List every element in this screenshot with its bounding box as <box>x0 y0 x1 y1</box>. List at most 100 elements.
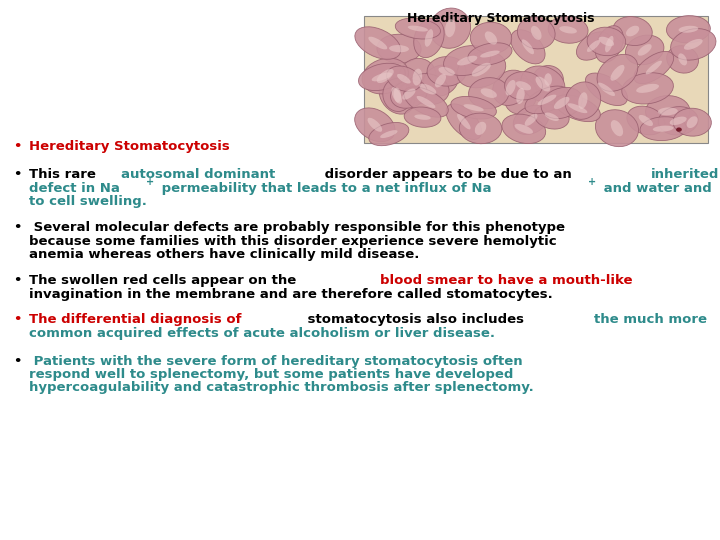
Ellipse shape <box>516 88 525 104</box>
Text: •: • <box>13 168 22 181</box>
Text: This rare: This rare <box>29 168 100 181</box>
Text: disorder appears to be due to an: disorder appears to be due to an <box>320 168 577 181</box>
Ellipse shape <box>480 51 500 58</box>
Ellipse shape <box>404 107 441 127</box>
Ellipse shape <box>667 16 711 43</box>
Ellipse shape <box>538 94 557 105</box>
Ellipse shape <box>407 73 449 105</box>
Ellipse shape <box>587 40 600 52</box>
Text: +: + <box>146 177 154 187</box>
Ellipse shape <box>395 18 441 39</box>
Ellipse shape <box>639 115 653 126</box>
Ellipse shape <box>451 97 496 119</box>
Ellipse shape <box>554 95 600 122</box>
Ellipse shape <box>658 107 678 116</box>
Ellipse shape <box>369 37 387 50</box>
Ellipse shape <box>369 123 409 146</box>
Ellipse shape <box>678 26 698 33</box>
FancyBboxPatch shape <box>364 16 708 143</box>
Ellipse shape <box>522 39 534 54</box>
Ellipse shape <box>435 74 446 87</box>
Ellipse shape <box>611 120 623 136</box>
Ellipse shape <box>492 70 528 105</box>
Ellipse shape <box>638 44 652 56</box>
Ellipse shape <box>472 63 491 77</box>
Text: respond well to splenectomy, but some patients have developed: respond well to splenectomy, but some pa… <box>29 368 513 381</box>
Ellipse shape <box>516 81 531 90</box>
Ellipse shape <box>504 78 537 114</box>
Ellipse shape <box>397 74 410 84</box>
Ellipse shape <box>534 104 569 129</box>
Text: defect in Na: defect in Na <box>29 181 120 195</box>
Ellipse shape <box>502 114 546 144</box>
Ellipse shape <box>404 87 449 117</box>
Ellipse shape <box>670 29 716 60</box>
Ellipse shape <box>521 66 565 102</box>
Ellipse shape <box>387 66 421 91</box>
Ellipse shape <box>676 127 682 132</box>
Ellipse shape <box>444 45 491 76</box>
Text: anemia whereas others have clinically mild disease.: anemia whereas others have clinically mi… <box>29 248 419 261</box>
Ellipse shape <box>414 114 431 120</box>
Text: The swollen red cells appear on the: The swollen red cells appear on the <box>29 274 301 287</box>
Ellipse shape <box>417 96 436 108</box>
Ellipse shape <box>367 118 382 132</box>
Ellipse shape <box>544 73 552 86</box>
Ellipse shape <box>408 25 428 31</box>
Text: stomatocytosis also includes: stomatocytosis also includes <box>303 313 528 327</box>
Ellipse shape <box>565 82 600 119</box>
Ellipse shape <box>611 65 624 81</box>
Ellipse shape <box>636 84 659 93</box>
Text: •: • <box>13 274 22 287</box>
Ellipse shape <box>379 77 415 114</box>
Ellipse shape <box>595 26 624 63</box>
Ellipse shape <box>380 130 397 138</box>
Ellipse shape <box>383 79 412 111</box>
Ellipse shape <box>425 29 433 47</box>
Ellipse shape <box>377 69 394 83</box>
Ellipse shape <box>390 80 427 108</box>
Text: Hereditary Stomatocytosis: Hereditary Stomatocytosis <box>29 140 230 153</box>
Ellipse shape <box>559 26 577 33</box>
Ellipse shape <box>613 17 652 45</box>
Ellipse shape <box>392 87 402 104</box>
Ellipse shape <box>413 69 422 85</box>
Ellipse shape <box>658 106 698 135</box>
Ellipse shape <box>622 73 673 104</box>
Ellipse shape <box>457 114 471 130</box>
Ellipse shape <box>640 117 686 140</box>
Ellipse shape <box>510 30 545 64</box>
Ellipse shape <box>513 105 549 134</box>
Ellipse shape <box>646 96 690 127</box>
Ellipse shape <box>667 46 698 73</box>
Text: •: • <box>13 221 22 234</box>
Ellipse shape <box>355 27 401 59</box>
Text: autosomal dominant: autosomal dominant <box>121 168 275 181</box>
Text: the much more: the much more <box>594 313 707 327</box>
Text: The differential diagnosis of: The differential diagnosis of <box>29 313 241 327</box>
Ellipse shape <box>548 16 588 43</box>
Ellipse shape <box>485 31 498 45</box>
Text: permeability that leads to a net influx of Na: permeability that leads to a net influx … <box>156 181 491 195</box>
Text: •: • <box>13 354 22 368</box>
Ellipse shape <box>598 83 615 96</box>
Ellipse shape <box>544 112 559 121</box>
Ellipse shape <box>414 18 444 58</box>
Ellipse shape <box>394 87 401 103</box>
Ellipse shape <box>402 89 415 100</box>
Ellipse shape <box>595 110 639 147</box>
Text: Patients with the severe form of hereditary stomatocytosis often: Patients with the severe form of heredit… <box>29 354 523 368</box>
Text: because some families with this disorder experience severe hemolytic: because some families with this disorder… <box>29 234 557 248</box>
Ellipse shape <box>578 92 588 109</box>
Ellipse shape <box>464 104 484 111</box>
Ellipse shape <box>399 58 436 96</box>
Text: blood smear to have a mouth-like: blood smear to have a mouth-like <box>379 274 632 287</box>
Text: inherited: inherited <box>651 168 719 181</box>
Ellipse shape <box>474 122 486 135</box>
Ellipse shape <box>359 63 405 91</box>
Ellipse shape <box>531 26 541 40</box>
Ellipse shape <box>389 45 409 52</box>
Text: hypercoagulability and catastrophic thrombosis after splenectomy.: hypercoagulability and catastrophic thro… <box>29 381 534 395</box>
Ellipse shape <box>469 78 509 109</box>
Text: •: • <box>13 313 22 327</box>
